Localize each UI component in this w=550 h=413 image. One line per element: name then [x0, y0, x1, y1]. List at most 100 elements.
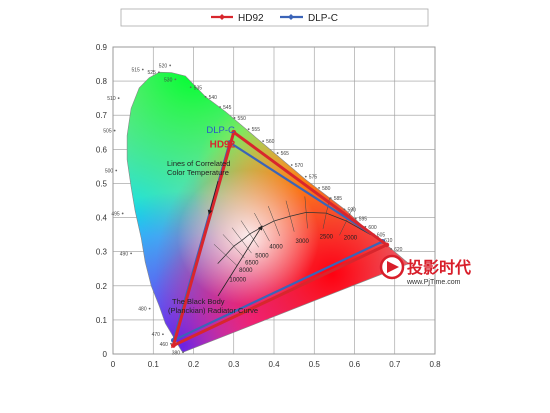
wavelength-dot: [141, 68, 144, 71]
wavelength-dot: [113, 129, 116, 132]
wavelength-label: 460: [160, 342, 169, 348]
wavelength-dot: [343, 208, 346, 211]
wavelength-label: 545: [223, 105, 232, 111]
wavelength-label: 595: [359, 217, 368, 223]
wavelength-dot: [169, 64, 172, 67]
x-tick-label: 0.2: [188, 360, 200, 369]
wavelength-label: 580: [322, 186, 331, 192]
cct-kelvin-label: 3000: [295, 239, 309, 245]
legend-item-dlp-c: DLP-C: [280, 13, 338, 24]
iso-cct-line: [304, 196, 308, 229]
iso-cct-line: [213, 244, 238, 267]
y-tick-label: 0.5: [96, 179, 108, 188]
wavelength-dot: [219, 106, 221, 108]
cct-kelvin-label: 8000: [239, 268, 253, 274]
primary-point: [231, 129, 237, 135]
legend-item-hd92: HD92: [211, 13, 264, 24]
y-tick-label: 0.3: [96, 248, 108, 257]
series-label: HD92: [210, 140, 236, 151]
series-hd92: [170, 129, 390, 349]
wavelength-dot: [262, 140, 265, 143]
primary-point: [384, 242, 390, 248]
wavelength-dot: [329, 197, 332, 200]
wavelength-dot: [276, 152, 279, 154]
wavelength-label: 495: [111, 211, 120, 217]
wavelength-dot: [390, 248, 393, 250]
iso-cct-line: [339, 206, 354, 236]
wavelength-label: 530: [164, 77, 173, 83]
blackbody-annotation-line1: The Black Body: [172, 297, 225, 306]
wavelength-label: 470: [152, 332, 161, 338]
x-tick-label: 0.4: [268, 360, 280, 369]
wavelength-dot: [117, 97, 120, 100]
x-tick-label: 0.3: [228, 360, 240, 369]
x-tick-label: 0: [111, 360, 116, 369]
wavelength-dot: [354, 217, 357, 220]
cct-annotation: Lines of Correlated Color Temperature: [167, 159, 230, 215]
wavelength-label: 510: [107, 96, 116, 102]
y-tick-label: 0.7: [96, 111, 108, 120]
wavelength-label: 525: [148, 70, 157, 76]
wavelength-label: 575: [309, 175, 318, 181]
wavelength-dot: [233, 117, 236, 119]
y-tick-label: 0.8: [96, 77, 108, 86]
cct-annotation-line2: Color Temperature: [167, 168, 229, 177]
cct-kelvin-label: 2000: [344, 236, 358, 242]
x-tick-label: 0.6: [349, 360, 361, 369]
wavelength-dot: [304, 175, 307, 178]
wavelength-label: 610: [384, 238, 393, 244]
watermark-brand: 投影时代: [407, 258, 471, 277]
wavelength-label: 500: [105, 168, 114, 174]
x-tick-label: 0.7: [389, 360, 401, 369]
wavelength-dot: [130, 252, 133, 255]
series-label: DLP-C: [206, 125, 235, 136]
x-tick-label: 0.5: [309, 360, 321, 369]
wavelength-dot: [204, 95, 207, 98]
cct-annotation-line1: Lines of Correlated: [167, 159, 230, 168]
wavelength-dot: [162, 333, 164, 336]
wavelength-dot: [174, 78, 177, 81]
iso-cct-line: [267, 205, 281, 236]
iso-cct-line: [222, 234, 245, 259]
wavelength-label: 380: [172, 350, 181, 356]
primary-point: [170, 343, 176, 348]
spectral-locus: [126, 71, 410, 353]
cct-kelvin-label: 4000: [269, 244, 283, 250]
x-tick-label: 0.1: [148, 360, 160, 369]
legend: HD92 DLP-C: [120, 8, 429, 27]
wavelength-label: 490: [120, 251, 129, 257]
y-tick-label: 0: [103, 350, 108, 359]
wavelength-dot: [121, 212, 124, 215]
wavelength-label: 535: [194, 85, 203, 91]
wavelength-label: 550: [238, 116, 247, 122]
blackbody-curve: [217, 211, 371, 264]
blackbody-annotation: The Black Body (Planckian) Radiator Curv…: [168, 225, 263, 315]
wavelength-label: 565: [281, 151, 290, 157]
wavelength-dot: [115, 169, 118, 172]
gamut-triangle: [171, 129, 390, 349]
wavelength-label: 520: [159, 63, 168, 69]
y-tick-label: 0.9: [96, 43, 108, 52]
cct-kelvin-label: 5000: [255, 253, 269, 259]
wavelength-dot: [318, 186, 320, 189]
wavelength-dot: [290, 164, 293, 166]
wavelength-dot: [157, 71, 160, 74]
wavelength-dot: [189, 86, 192, 89]
cct-kelvin-label: 6500: [245, 261, 259, 267]
blackbody-annotation-line2: (Planckian) Radiator Curve: [168, 306, 258, 315]
wavelength-dot: [247, 128, 250, 131]
iso-cct-line: [240, 220, 259, 248]
wavelength-label: 620: [394, 247, 403, 253]
x-tick-label: 0.8: [429, 360, 441, 369]
wavelength-label: 515: [131, 68, 140, 74]
wavelength-label: 585: [334, 196, 343, 202]
iso-cct-line: [231, 227, 252, 254]
wavelength-label: 505: [103, 129, 112, 135]
wavelength-label: 555: [252, 127, 261, 133]
wavelength-label: 540: [209, 95, 218, 101]
wavelength-label: 570: [295, 163, 304, 169]
y-tick-label: 0.2: [96, 282, 108, 291]
